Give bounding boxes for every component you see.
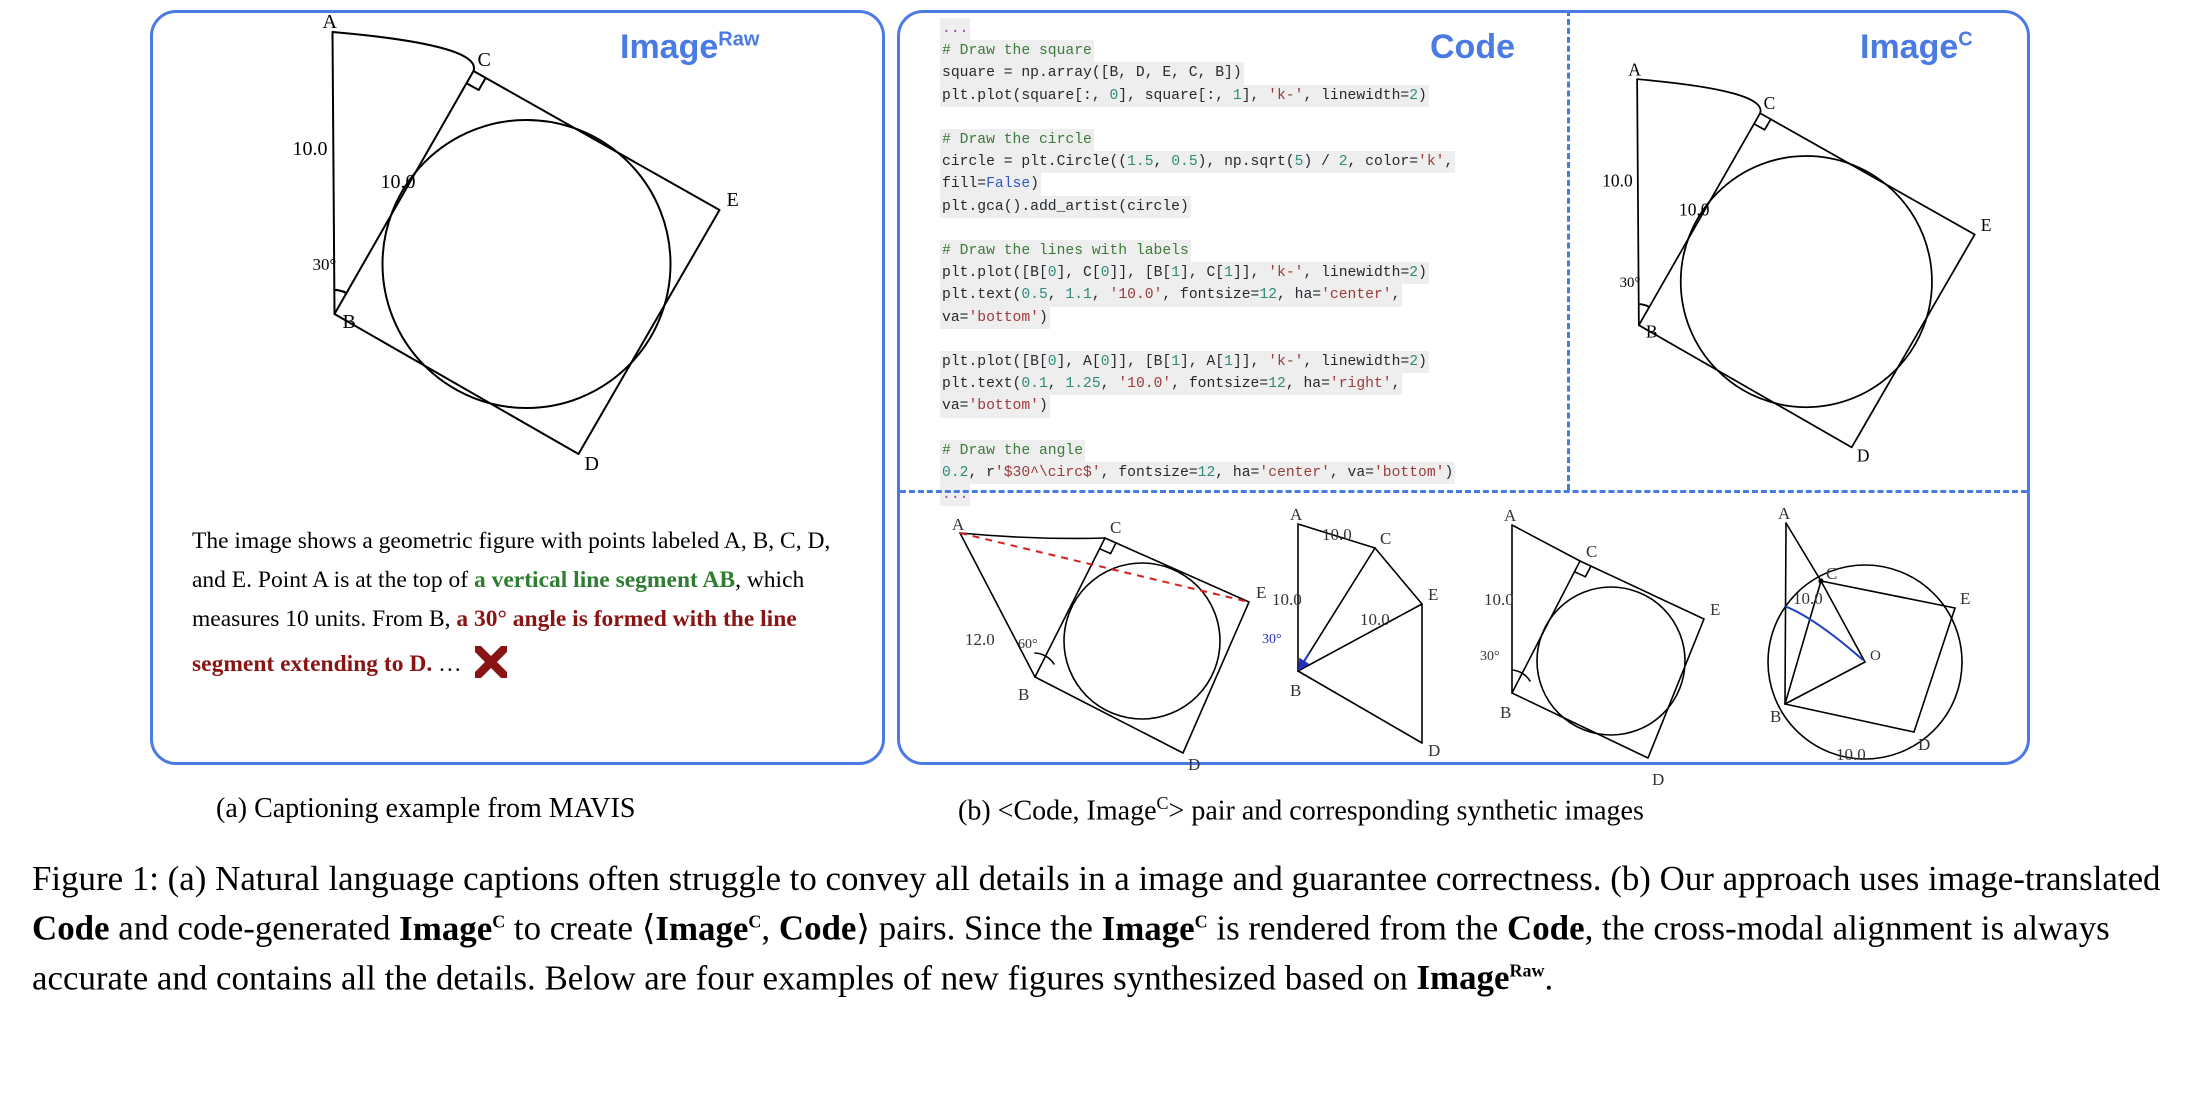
svg-text:12.0: 12.0 [965, 630, 995, 649]
svg-text:D: D [585, 453, 599, 475]
svg-text:D: D [1652, 770, 1664, 789]
svg-text:30°: 30° [313, 255, 337, 274]
svg-text:A: A [323, 11, 338, 33]
svg-text:C: C [1586, 542, 1597, 561]
svg-text:B: B [1290, 681, 1301, 700]
svg-text:C: C [1826, 564, 1837, 583]
svg-text:10.0: 10.0 [1272, 590, 1302, 609]
svg-text:B: B [1500, 703, 1511, 722]
svg-text:C: C [478, 49, 491, 71]
svg-text:60°: 60° [1018, 637, 1038, 652]
svg-text:E: E [1710, 600, 1720, 619]
svg-text:10.0: 10.0 [1793, 589, 1823, 608]
svg-text:B: B [343, 311, 356, 333]
svg-text:10.0: 10.0 [1360, 610, 1390, 629]
svg-text:30°: 30° [1262, 632, 1282, 647]
svg-text:D: D [1188, 755, 1200, 774]
svg-text:E: E [727, 189, 739, 211]
svg-text:E: E [1960, 589, 1970, 608]
svg-text:10.0: 10.0 [1836, 745, 1866, 764]
svg-text:C: C [1380, 529, 1391, 548]
svg-text:30°: 30° [1480, 649, 1500, 664]
svg-text:E: E [1428, 585, 1438, 604]
svg-text:10.0: 10.0 [1322, 525, 1352, 544]
svg-text:E: E [1256, 583, 1266, 602]
svg-text:B: B [1018, 685, 1029, 704]
svg-text:D: D [1918, 735, 1930, 754]
svg-text:10.0: 10.0 [293, 138, 328, 160]
svg-text:D: D [1428, 741, 1440, 760]
svg-text:C: C [1110, 518, 1121, 537]
svg-text:A: A [1778, 504, 1791, 523]
svg-text:10.0: 10.0 [1484, 590, 1514, 609]
svg-text:A: A [1290, 505, 1303, 524]
svg-text:10.0: 10.0 [381, 171, 416, 193]
svg-text:O: O [1870, 648, 1881, 664]
svg-text:A: A [1504, 506, 1517, 525]
svg-text:A: A [952, 515, 965, 534]
svg-text:B: B [1770, 707, 1781, 726]
